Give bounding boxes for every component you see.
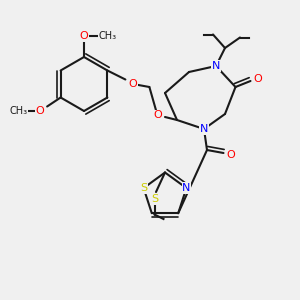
Text: N: N: [200, 124, 208, 134]
Text: O: O: [35, 106, 44, 116]
Text: O: O: [153, 110, 162, 121]
Text: N: N: [182, 183, 190, 193]
Text: O: O: [226, 149, 236, 160]
Text: S: S: [151, 194, 158, 205]
Text: N: N: [212, 61, 220, 71]
Text: O: O: [254, 74, 262, 84]
Text: S: S: [140, 183, 147, 193]
Text: CH₃: CH₃: [10, 106, 28, 116]
Text: CH₃: CH₃: [99, 31, 117, 41]
Text: O: O: [128, 79, 137, 89]
Text: O: O: [80, 31, 88, 41]
